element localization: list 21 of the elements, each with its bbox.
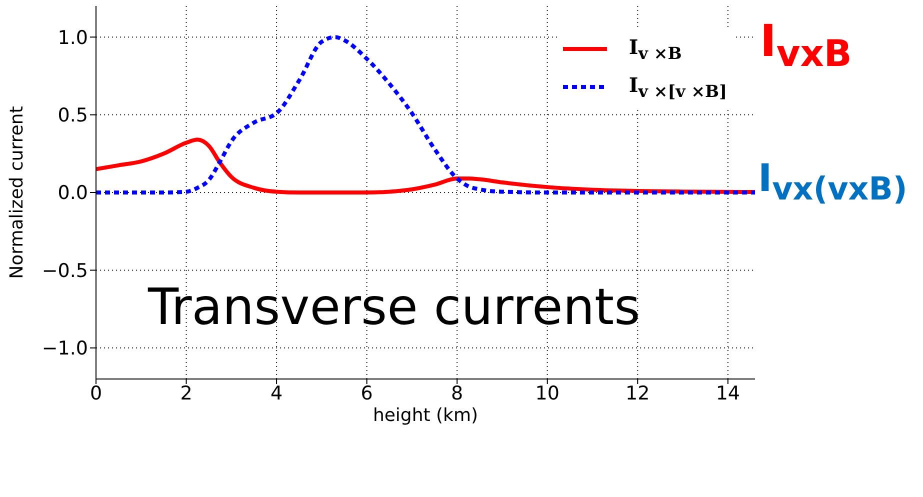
y-tick-label: 0.5 [58, 104, 88, 127]
x-tick-label: 14 [716, 382, 740, 404]
x-tick-label: 4 [270, 382, 283, 404]
text: I$_{vxB}$ [760, 16, 852, 75]
x-tick-label: 2 [180, 382, 192, 404]
y-axis-title: Normalized current [6, 106, 28, 279]
text: I$_{vx(vxB)}$ [758, 156, 908, 208]
x-tick-label: 8 [451, 382, 464, 404]
x-tick-label: 10 [535, 382, 560, 404]
x-axis-title: height (km) [372, 405, 478, 426]
line-series [96, 35, 755, 194]
y-tick-label: −0.5 [42, 260, 88, 282]
legend-label: I$_{v ×[v ×B]}$ [628, 73, 727, 101]
y-tick-label: 0.0 [58, 182, 88, 204]
y-tick-label: 1.0 [58, 26, 88, 49]
legend-label: I$_{v ×B}$ [628, 35, 682, 63]
annotation: Transverse currents [148, 278, 640, 336]
x-tick-label: 12 [626, 382, 650, 404]
x-tick-label: 0 [90, 382, 102, 404]
x-tick-label: 6 [360, 382, 373, 404]
y-tick-label: −1.0 [42, 338, 88, 360]
